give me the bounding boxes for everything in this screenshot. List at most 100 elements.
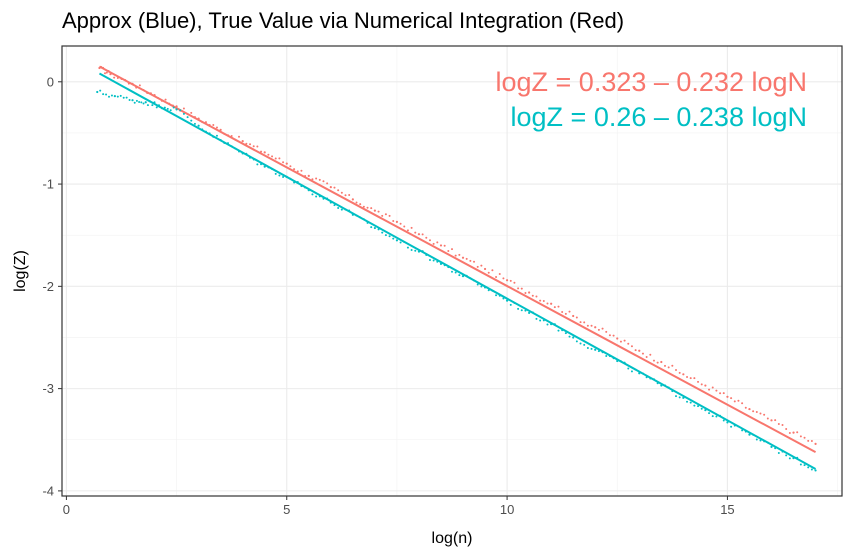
data-point xyxy=(619,360,622,363)
data-point xyxy=(366,206,369,209)
data-point xyxy=(256,163,259,166)
data-point xyxy=(135,86,138,89)
data-point xyxy=(586,347,589,350)
data-point xyxy=(384,234,387,237)
data-point xyxy=(748,407,751,411)
data-point xyxy=(469,277,472,280)
data-point xyxy=(458,274,461,277)
data-point xyxy=(542,319,545,322)
data-point xyxy=(133,101,136,104)
y-tick-label: -1 xyxy=(42,177,54,192)
data-point xyxy=(443,244,446,247)
data-point xyxy=(799,435,802,438)
data-point xyxy=(252,158,255,161)
data-point xyxy=(469,259,472,262)
data-point xyxy=(267,166,270,169)
data-point xyxy=(583,343,586,346)
data-point xyxy=(138,100,141,103)
data-point xyxy=(160,107,163,110)
data-point xyxy=(179,109,182,112)
data-point xyxy=(752,410,755,413)
data-point xyxy=(612,357,615,360)
data-point xyxy=(410,226,413,229)
data-point xyxy=(689,377,692,380)
data-point xyxy=(271,167,274,170)
data-point xyxy=(285,162,288,165)
data-point xyxy=(333,186,336,189)
data-point xyxy=(788,431,791,434)
data-point xyxy=(755,411,758,414)
data-points xyxy=(96,66,817,472)
data-point xyxy=(796,431,799,434)
data-point xyxy=(230,134,233,137)
data-point xyxy=(770,445,773,449)
major-grid xyxy=(62,46,842,496)
data-point xyxy=(208,132,211,135)
data-point xyxy=(293,168,296,171)
data-point xyxy=(186,113,189,116)
data-point xyxy=(151,104,154,107)
data-point xyxy=(140,101,143,104)
data-point xyxy=(777,422,780,425)
data-point xyxy=(124,78,127,81)
data-point xyxy=(686,376,689,379)
data-point xyxy=(531,294,534,297)
data-point xyxy=(182,107,185,110)
data-point xyxy=(392,237,395,240)
data-point xyxy=(535,317,538,320)
data-point xyxy=(781,450,784,453)
data-point xyxy=(135,99,138,102)
data-point xyxy=(513,301,516,304)
data-point xyxy=(362,218,365,221)
data-point xyxy=(395,239,399,242)
data-point xyxy=(122,96,125,99)
data-point xyxy=(561,329,564,332)
data-point xyxy=(201,128,204,131)
data-point xyxy=(480,285,483,288)
data-point xyxy=(186,116,189,119)
data-point xyxy=(652,359,655,362)
data-point xyxy=(340,208,343,211)
data-point xyxy=(392,220,395,223)
data-point xyxy=(238,135,241,138)
data-point xyxy=(238,150,241,153)
data-point xyxy=(513,281,516,284)
data-point xyxy=(142,102,145,105)
data-point xyxy=(722,419,725,422)
data-point xyxy=(329,201,332,204)
data-point xyxy=(458,253,461,256)
fit-lines xyxy=(98,65,817,470)
data-point xyxy=(223,141,226,144)
data-point xyxy=(700,383,703,386)
data-point xyxy=(517,287,520,290)
data-point xyxy=(417,250,421,253)
data-point xyxy=(473,260,476,263)
data-point xyxy=(502,297,505,300)
data-point xyxy=(326,197,329,200)
data-point xyxy=(550,302,553,305)
data-point xyxy=(509,303,512,306)
data-point xyxy=(553,323,556,326)
data-point xyxy=(351,213,354,216)
data-point xyxy=(594,348,597,351)
data-point xyxy=(796,456,799,459)
axis-ticks: 0 5 10 15 0 -1 -2 -3 -4 xyxy=(42,74,734,517)
data-point xyxy=(260,163,263,166)
data-point xyxy=(744,430,747,433)
data-point xyxy=(678,371,681,374)
data-point xyxy=(304,186,307,189)
data-point xyxy=(230,145,233,148)
data-point xyxy=(517,307,520,310)
data-point xyxy=(520,287,523,290)
data-point xyxy=(403,225,406,228)
chart-title: Approx (Blue), True Value via Numerical … xyxy=(62,8,625,33)
data-point xyxy=(741,402,744,405)
data-point xyxy=(406,246,409,249)
data-point xyxy=(263,165,266,168)
data-point xyxy=(564,332,567,335)
data-point xyxy=(465,274,468,277)
data-point xyxy=(583,321,586,324)
data-point xyxy=(627,342,630,345)
data-point xyxy=(715,389,718,392)
data-point xyxy=(461,256,465,259)
